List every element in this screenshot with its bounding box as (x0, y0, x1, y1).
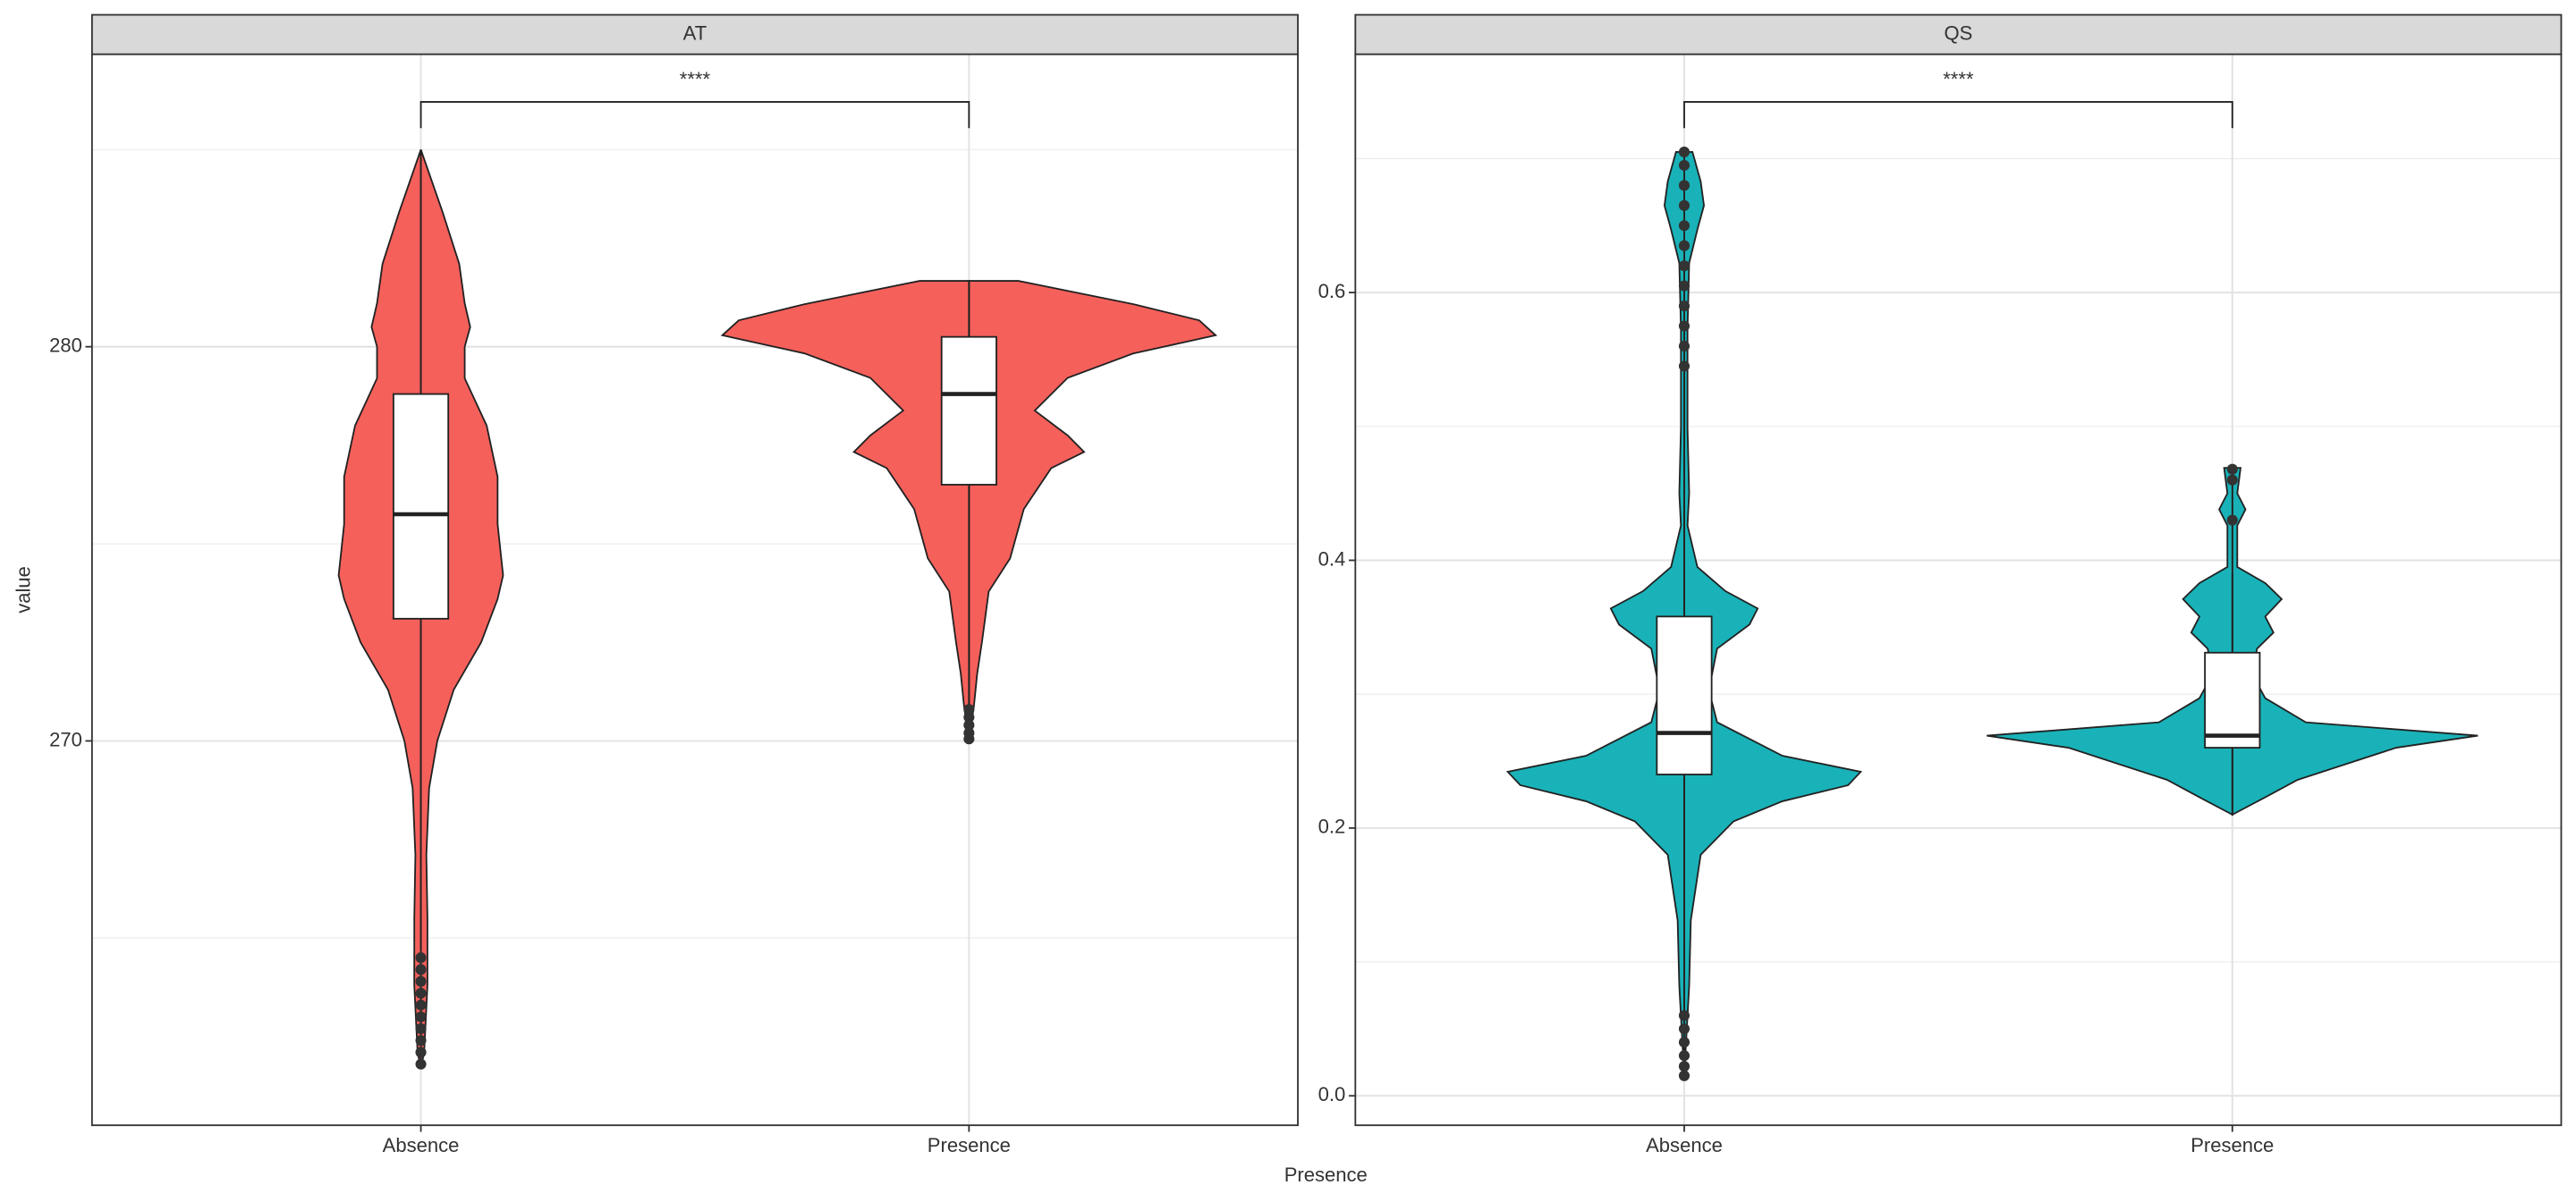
outlier (415, 1023, 427, 1035)
y-axis-title: value (12, 566, 34, 614)
violin (1505, 151, 1685, 1076)
y-tick-label: 0.6 (1318, 280, 1346, 302)
outlier (1678, 159, 1690, 171)
outlier (415, 952, 427, 963)
outlier (963, 711, 975, 724)
x-tick-label: Absence (1646, 1134, 1723, 1156)
outlier (1678, 1010, 1690, 1021)
outlier (1678, 1050, 1690, 1062)
outlier (1678, 1037, 1690, 1048)
outlier (415, 999, 427, 1011)
outlier (415, 964, 427, 976)
significance-bracket (1683, 100, 2233, 129)
outlier (1678, 199, 1690, 211)
y-tick-label: 270 (49, 728, 82, 750)
outlier (1678, 146, 1690, 157)
panel-background (91, 54, 1299, 1126)
outlier (415, 1035, 427, 1046)
violin (968, 280, 1218, 740)
panel-background (1355, 54, 2562, 1126)
outlier (415, 1011, 427, 1023)
outlier (2226, 474, 2238, 486)
outlier (1678, 360, 1690, 372)
outlier (1678, 1061, 1690, 1072)
y-tick-label: 0.4 (1318, 547, 1346, 570)
box (1656, 615, 1713, 775)
violin (419, 149, 504, 1069)
outlier (1678, 320, 1690, 332)
outlier (1678, 300, 1690, 312)
x-tick-label: Presence (928, 1134, 1011, 1156)
y-tick-label: 0.0 (1318, 1083, 1346, 1105)
y-tick-label: 280 (49, 334, 82, 357)
significance-label: **** (1943, 68, 1974, 90)
significance-bracket (419, 100, 970, 129)
box (940, 335, 997, 486)
significance-label: **** (680, 68, 711, 90)
x-axis-title: Presence (1284, 1164, 1368, 1186)
outlier (415, 1046, 427, 1058)
outlier (1678, 180, 1690, 191)
outlier (2226, 514, 2238, 526)
outlier (1678, 240, 1690, 251)
outlier (1678, 1023, 1690, 1035)
strip (1354, 13, 2563, 55)
outlier (1678, 280, 1690, 292)
violin (1683, 151, 1863, 1076)
violin (337, 149, 422, 1069)
x-tick-label: Presence (2190, 1134, 2274, 1156)
violin (720, 280, 970, 740)
violin (2231, 467, 2479, 817)
strip (90, 13, 1299, 55)
outlier (415, 1058, 427, 1070)
outlier (1678, 340, 1690, 352)
strip-label: QS (1944, 21, 1972, 44)
outlier (415, 976, 427, 987)
violin (1987, 467, 2233, 817)
outlier (1678, 1070, 1690, 1081)
outlier (415, 987, 427, 999)
outlier (963, 733, 975, 745)
y-tick-label: 0.2 (1318, 816, 1346, 838)
box (392, 393, 450, 620)
x-tick-label: Absence (383, 1134, 460, 1156)
outlier (1678, 220, 1690, 232)
outlier (2226, 463, 2238, 475)
outlier (963, 719, 975, 731)
strip-label: AT (683, 21, 708, 44)
outlier (1678, 260, 1690, 272)
box (2204, 651, 2261, 749)
outlier (963, 704, 975, 715)
